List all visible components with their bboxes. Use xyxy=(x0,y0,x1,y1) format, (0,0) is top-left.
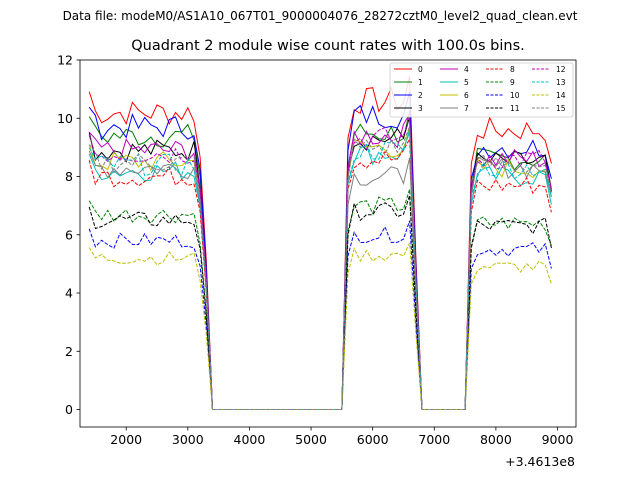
legend-label-10: 10 xyxy=(510,91,520,100)
y-axis: 0 2 4 6 8 10 12 xyxy=(57,53,80,417)
y-tick-label: 10 xyxy=(57,111,73,126)
legend-label-2: 2 xyxy=(418,91,423,100)
x-tick-label: 9000 xyxy=(542,432,574,447)
series-line-11 xyxy=(88,195,552,410)
x-tick-label: 2000 xyxy=(110,432,142,447)
x-tick-label: 8000 xyxy=(480,432,512,447)
legend-label-4: 4 xyxy=(464,65,469,74)
x-tick-label: 3000 xyxy=(172,432,204,447)
x-tick-label: 6000 xyxy=(357,432,389,447)
series-line-4 xyxy=(88,112,552,410)
x-tick-label: 5000 xyxy=(295,432,327,447)
legend-label-15: 15 xyxy=(556,104,566,113)
series-line-15 xyxy=(88,126,552,410)
legend-label-13: 13 xyxy=(556,78,566,87)
y-tick-label: 4 xyxy=(65,286,73,301)
series-line-10 xyxy=(88,220,552,410)
legend-label-3: 3 xyxy=(418,104,423,113)
legend-label-0: 0 xyxy=(418,65,423,74)
legend-label-8: 8 xyxy=(510,65,515,74)
x-offset-label: +3.4613e8 xyxy=(505,454,575,469)
legend-label-11: 11 xyxy=(510,104,520,113)
legend-label-5: 5 xyxy=(464,78,469,87)
x-tick-label: 4000 xyxy=(234,432,266,447)
series-line-7 xyxy=(88,150,552,410)
legend-label-12: 12 xyxy=(556,65,566,74)
chart-title: Quadrant 2 module wise count rates with … xyxy=(131,38,525,54)
legend-label-7: 7 xyxy=(464,104,469,113)
series-line-5 xyxy=(88,132,552,410)
legend-label-9: 9 xyxy=(510,78,515,87)
plot-area xyxy=(79,59,577,428)
series-line-12 xyxy=(88,116,552,410)
legend-label-14: 14 xyxy=(556,91,566,100)
series-line-9 xyxy=(88,189,552,410)
y-tick-label: 2 xyxy=(65,344,73,359)
legend-label-1: 1 xyxy=(418,78,423,87)
series-line-6 xyxy=(88,126,552,410)
series-line-13 xyxy=(88,129,552,410)
y-tick-label: 6 xyxy=(65,227,73,242)
y-tick-label: 12 xyxy=(57,53,73,68)
series-line-3 xyxy=(88,116,552,410)
series-line-2 xyxy=(88,91,552,410)
plot-frame xyxy=(79,59,577,428)
figure-suptitle: Data file: modeM0/AS1A10_067T01_90000040… xyxy=(63,9,578,23)
y-tick-label: 0 xyxy=(65,402,73,417)
x-tick-label: 7000 xyxy=(418,432,450,447)
y-tick-label: 8 xyxy=(65,169,73,184)
legend-label-6: 6 xyxy=(464,91,469,100)
series-line-8 xyxy=(88,137,552,410)
x-axis: 2000 3000 4000 5000 6000 7000 8000 9000 xyxy=(110,427,573,447)
legend-box xyxy=(389,62,574,118)
series-line-0 xyxy=(88,75,552,410)
series-line-14 xyxy=(88,242,552,410)
